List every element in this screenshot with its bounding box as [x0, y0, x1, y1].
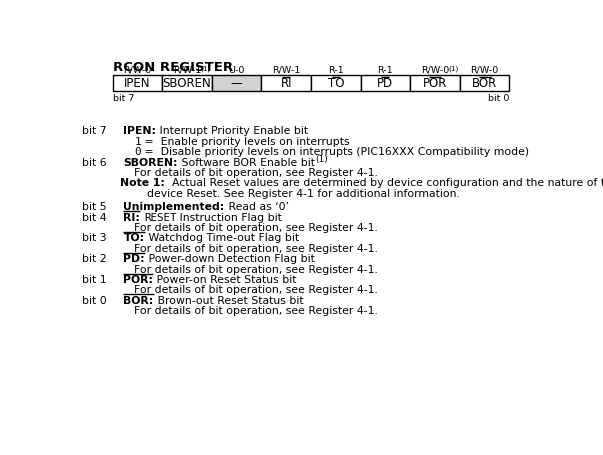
Text: —: — — [231, 77, 242, 90]
Text: Note 1:: Note 1: — [119, 178, 172, 188]
Text: BOR: BOR — [472, 77, 497, 90]
Bar — [361, 76, 410, 91]
Text: U-0: U-0 — [229, 66, 245, 75]
Text: POR:: POR: — [124, 274, 153, 284]
Text: 1: 1 — [134, 136, 140, 147]
Text: For details of bit operation, see Register 4-1.: For details of bit operation, see Regist… — [134, 264, 378, 274]
Text: =  Enable priority levels on interrupts: = Enable priority levels on interrupts — [140, 136, 349, 147]
Bar — [261, 76, 311, 91]
Text: bit 7: bit 7 — [113, 94, 134, 103]
Bar — [212, 76, 261, 91]
Text: For details of bit operation, see Register 4-1.: For details of bit operation, see Regist… — [134, 243, 378, 253]
Text: R/W-0: R/W-0 — [421, 66, 449, 75]
Text: (1): (1) — [315, 155, 327, 164]
Text: R/W-0: R/W-0 — [470, 66, 499, 75]
Text: bit 0: bit 0 — [81, 295, 106, 305]
Text: 0: 0 — [134, 147, 140, 157]
Bar — [459, 76, 510, 91]
Text: Power-down Detection Flag bit: Power-down Detection Flag bit — [145, 253, 315, 263]
Text: For details of bit operation, see Register 4-1.: For details of bit operation, see Regist… — [134, 167, 378, 177]
Text: Read as ‘0’: Read as ‘0’ — [225, 202, 289, 212]
Text: Actual Reset values are determined by device configuration and the nature of the: Actual Reset values are determined by de… — [172, 178, 603, 188]
Text: bit 2: bit 2 — [81, 253, 106, 263]
Bar — [162, 76, 212, 91]
Text: R/W-1: R/W-1 — [272, 66, 300, 75]
Text: R-1: R-1 — [377, 66, 393, 75]
Text: R/W-0: R/W-0 — [123, 66, 151, 75]
Text: PD: PD — [377, 77, 393, 90]
Text: IPEN: IPEN — [124, 77, 151, 90]
Text: Watchdog Time-out Flag bit: Watchdog Time-out Flag bit — [145, 233, 298, 243]
Text: IPEN:: IPEN: — [124, 126, 156, 136]
Text: TO:: TO: — [124, 233, 145, 243]
Text: RCON REGISTER: RCON REGISTER — [113, 61, 233, 74]
Text: (1): (1) — [449, 65, 459, 71]
Text: PD:: PD: — [124, 253, 145, 263]
Text: SBOREN: SBOREN — [163, 77, 211, 90]
Text: R/W-1: R/W-1 — [173, 66, 201, 75]
Text: bit 5: bit 5 — [81, 202, 106, 212]
Bar — [311, 76, 361, 91]
Text: For details of bit operation, see Register 4-1.: For details of bit operation, see Regist… — [134, 285, 378, 295]
Text: Interrupt Priority Enable bit: Interrupt Priority Enable bit — [156, 126, 309, 136]
Text: (1): (1) — [201, 65, 211, 71]
Text: Power-on Reset Status bit: Power-on Reset Status bit — [153, 274, 297, 284]
Text: device Reset. See Register 4-1 for additional information.: device Reset. See Register 4-1 for addit… — [148, 188, 460, 198]
Text: Instruction Flag bit: Instruction Flag bit — [176, 212, 282, 222]
Text: POR: POR — [423, 77, 447, 90]
Text: RI:: RI: — [124, 212, 140, 222]
Text: bit 4: bit 4 — [81, 212, 106, 222]
Text: Brown-out Reset Status bit: Brown-out Reset Status bit — [154, 295, 303, 305]
Bar — [113, 76, 162, 91]
Text: bit 7: bit 7 — [81, 126, 106, 136]
Text: For details of bit operation, see Register 4-1.: For details of bit operation, see Regist… — [134, 222, 378, 233]
Text: SBOREN:: SBOREN: — [124, 157, 178, 167]
Text: For details of bit operation, see Register 4-1.: For details of bit operation, see Regist… — [134, 305, 378, 315]
Text: TO: TO — [327, 77, 344, 90]
Text: bit 0: bit 0 — [488, 94, 510, 103]
Text: bit 6: bit 6 — [81, 157, 106, 167]
Text: =  Disable priority levels on interrupts (PIC16XXX Compatibility mode): = Disable priority levels on interrupts … — [140, 147, 529, 157]
Text: Unimplemented:: Unimplemented: — [124, 202, 225, 212]
Text: bit 1: bit 1 — [81, 274, 106, 284]
Text: bit 3: bit 3 — [81, 233, 106, 243]
Text: R-1: R-1 — [328, 66, 344, 75]
Text: Software BOR Enable bit: Software BOR Enable bit — [178, 157, 315, 167]
Text: RI: RI — [280, 77, 292, 90]
Text: RESET: RESET — [144, 212, 176, 222]
Text: BOR:: BOR: — [124, 295, 154, 305]
Bar — [410, 76, 459, 91]
